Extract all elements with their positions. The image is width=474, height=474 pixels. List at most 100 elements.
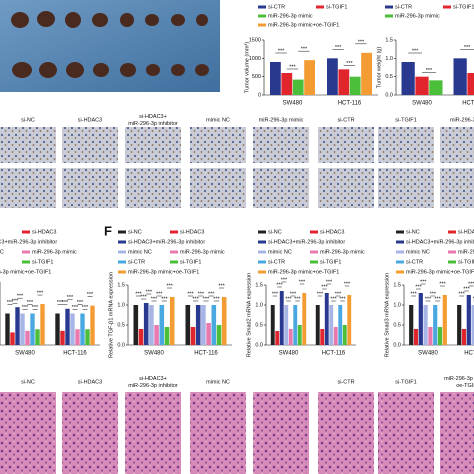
bar bbox=[25, 330, 30, 345]
bar bbox=[315, 305, 320, 345]
significance: *** bbox=[412, 48, 419, 54]
y-tick-label: 0.0 bbox=[393, 342, 401, 348]
legend-swatch bbox=[258, 5, 266, 9]
significance: *** bbox=[77, 300, 84, 306]
bar bbox=[442, 295, 447, 345]
legend-label: si-NC bbox=[268, 229, 282, 235]
ihc-image bbox=[125, 168, 181, 208]
bar bbox=[221, 297, 227, 345]
significance: *** bbox=[213, 296, 220, 302]
significance: *** bbox=[192, 296, 199, 302]
bar bbox=[169, 297, 175, 345]
significance: *** bbox=[12, 299, 19, 305]
y-tick-label: 0.5 bbox=[385, 74, 393, 80]
legend-label: miR-296-3p mimic bbox=[32, 249, 77, 255]
legend-swatch bbox=[385, 14, 393, 18]
panel-label: si-HDAC3 bbox=[78, 117, 102, 123]
significance: *** bbox=[425, 296, 432, 302]
significance: *** bbox=[301, 47, 308, 53]
bar bbox=[302, 293, 307, 345]
y-axis-label: Tumor volume (mm³) bbox=[244, 42, 250, 93]
bar bbox=[65, 308, 70, 345]
bar bbox=[164, 327, 170, 345]
bar bbox=[333, 327, 338, 345]
ihc-image bbox=[62, 168, 118, 208]
x-tick-label: HCT-116 bbox=[462, 101, 474, 107]
significance: *** bbox=[62, 300, 69, 306]
y-tick-label: 1.5 bbox=[255, 282, 263, 288]
bar bbox=[437, 327, 443, 345]
significance: *** bbox=[317, 291, 324, 297]
significance: *** bbox=[208, 291, 215, 297]
y-tick-label: 1.0 bbox=[393, 302, 401, 308]
significance: *** bbox=[72, 305, 79, 311]
y-axis-label: Tumor weight (g) bbox=[376, 47, 382, 89]
bar bbox=[90, 305, 95, 345]
y-tick-label: 1000 bbox=[249, 56, 261, 62]
bar bbox=[10, 332, 15, 345]
significance: *** bbox=[285, 296, 292, 302]
legend-swatch bbox=[22, 260, 30, 264]
bar bbox=[428, 327, 433, 345]
legend-swatch bbox=[448, 260, 456, 264]
significance: *** bbox=[278, 48, 285, 54]
significance: *** bbox=[415, 284, 422, 290]
legend-swatch bbox=[170, 260, 178, 264]
bar bbox=[185, 305, 191, 345]
legend-swatch bbox=[396, 230, 404, 234]
legend-label: miR-296-3p mimic bbox=[268, 13, 313, 19]
bar bbox=[270, 305, 275, 345]
bar bbox=[30, 313, 35, 345]
y-tick-label: 500 bbox=[252, 74, 261, 80]
significance: *** bbox=[67, 295, 74, 301]
he-image bbox=[62, 392, 118, 474]
significance: *** bbox=[272, 291, 279, 297]
x-tick-label: SW480 bbox=[283, 101, 303, 107]
panel-label: si-HDAC3+ miR-296-3p inhibitor bbox=[128, 114, 178, 127]
significance: *** bbox=[464, 45, 471, 51]
bar bbox=[216, 325, 222, 345]
significance: *** bbox=[151, 296, 158, 302]
bar bbox=[159, 305, 165, 345]
x-tick-label: SW480 bbox=[15, 351, 35, 357]
significance: *** bbox=[37, 291, 44, 297]
bar bbox=[324, 293, 329, 345]
x-tick-label: HCT-116 bbox=[464, 351, 474, 357]
legend-label: si-CTR bbox=[268, 4, 285, 10]
he-image bbox=[378, 392, 434, 474]
legend-swatch bbox=[396, 240, 404, 244]
significance: *** bbox=[326, 279, 333, 285]
bar bbox=[288, 329, 293, 345]
he-image bbox=[0, 392, 56, 474]
legend-swatch bbox=[310, 260, 318, 264]
y-tick-label: 0.0 bbox=[255, 342, 263, 348]
legend-label: si-HDAC3 bbox=[320, 229, 344, 235]
y-tick-label: 1.0 bbox=[385, 56, 393, 62]
x-tick-label: SW480 bbox=[144, 351, 164, 357]
legend-label: miR-296-3p mimic bbox=[458, 249, 474, 255]
legend-label: si-HDAC3 bbox=[458, 229, 474, 235]
significance: *** bbox=[335, 291, 342, 297]
bar bbox=[461, 329, 467, 345]
ihc-image bbox=[0, 168, 56, 208]
significance: *** bbox=[187, 291, 194, 297]
ihc-image bbox=[253, 168, 309, 208]
ihc-image bbox=[125, 127, 181, 163]
bar bbox=[409, 305, 414, 345]
bar bbox=[15, 307, 20, 345]
bar bbox=[297, 325, 302, 345]
bar bbox=[20, 313, 25, 345]
bar bbox=[423, 305, 428, 345]
legend-label: mimic NC bbox=[268, 249, 292, 255]
legend-label: si-HDAC3+miR-296-3p inhibitor bbox=[0, 239, 57, 245]
y-tick-label: 1.0 bbox=[255, 302, 263, 308]
legend-label: si-TGIF1 bbox=[453, 4, 474, 10]
significance: *** bbox=[439, 281, 446, 287]
significance: *** bbox=[339, 296, 346, 302]
ihc-image bbox=[440, 168, 474, 208]
legend-label: miR-296-3p mimic+oe-TGIF1 bbox=[268, 22, 339, 28]
legend-swatch bbox=[118, 250, 126, 254]
ihc-image bbox=[190, 127, 246, 163]
significance: *** bbox=[156, 291, 163, 297]
